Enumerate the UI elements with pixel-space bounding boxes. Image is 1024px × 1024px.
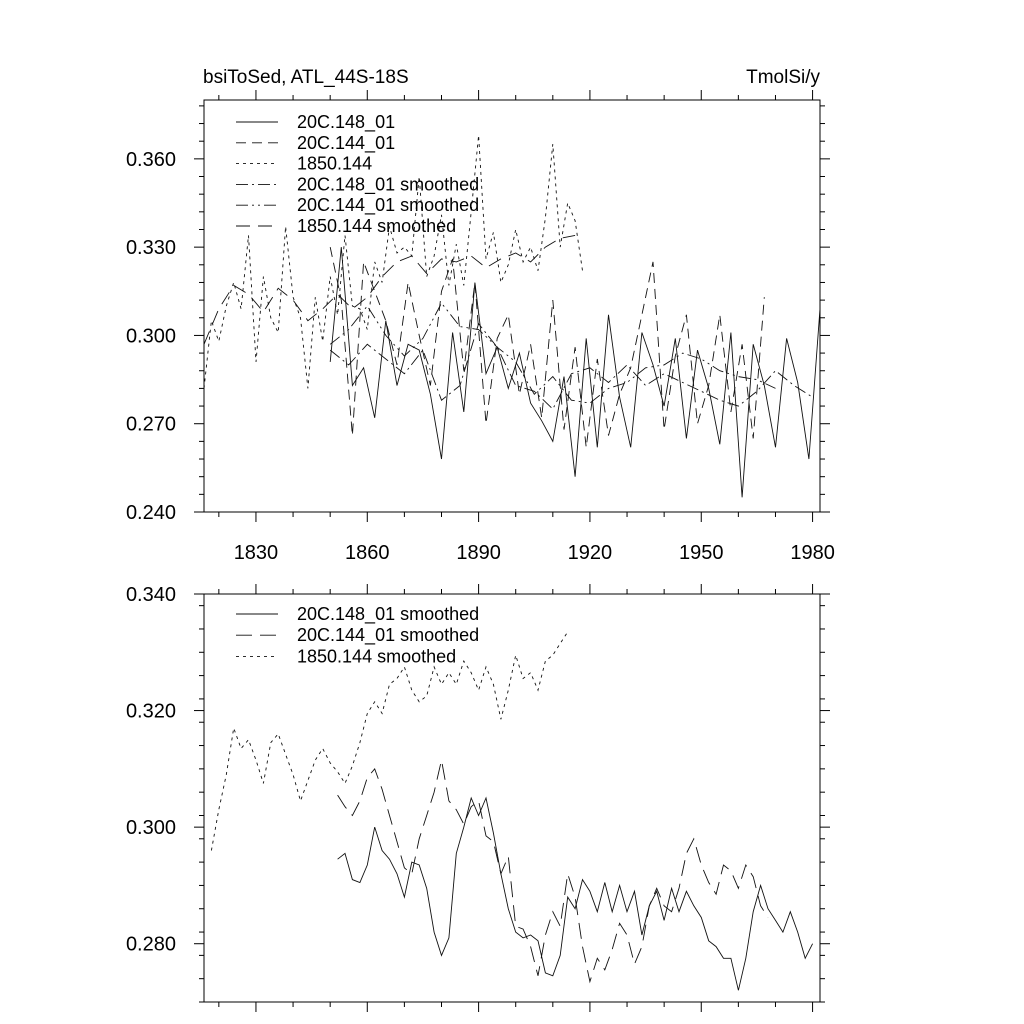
p0-series-line-2: [203, 135, 583, 389]
p1-series-line-0: [337, 796, 814, 991]
p1-ytick-label-3: 0.340: [126, 584, 176, 606]
p0-legend-label-0: 20C.148_01: [297, 112, 395, 133]
p0-xtick-label-3: 1920: [568, 542, 613, 564]
p1-legend-label-2: 1850.144 smoothed: [297, 646, 456, 666]
p0-series-line-1: [329, 247, 765, 448]
top-panel-frame: [203, 99, 821, 513]
p0-xtick-label-0: 1830: [234, 542, 279, 564]
p0-series-line-0: [329, 247, 821, 498]
p0-series-line-4: [329, 302, 776, 404]
top-panel-title-right: TmolSi/y: [746, 67, 820, 88]
p1-legend-label-1: 20C.144_01 smoothed: [297, 625, 479, 646]
p0-ytick-label-2: 0.300: [126, 325, 176, 347]
bottom-panel-series-layer: [210, 631, 814, 991]
p0-legend-label-4: 20C.144_01 smoothed: [297, 195, 479, 216]
p0-series-line-3: [329, 322, 813, 410]
p0-legend-label-3: 20C.148_01 smoothed: [297, 174, 479, 195]
p0-xtick-label-1: 1860: [345, 542, 390, 564]
p0-ytick-label-3: 0.330: [126, 237, 176, 259]
p0-xtick-label-4: 1950: [679, 542, 724, 564]
bottom-panel-frame: [203, 593, 821, 1003]
p0-ytick-label-0: 0.240: [126, 502, 176, 524]
p1-ytick-label-2: 0.320: [126, 701, 176, 723]
p0-xtick-label-5: 1980: [790, 542, 835, 564]
p1-ytick-label-1: 0.300: [126, 817, 176, 839]
top-panel-axes: 1830 1860 1890 1920 1950 1980 0.240 0.270 0.300 0…: [126, 90, 835, 564]
top-panel-series-layer: [203, 135, 821, 498]
top-panel: bsiToSed, ATL_44S-18S TmolSi/y 1830 1860 1…: [126, 67, 835, 564]
p0-series-line-5: [203, 234, 576, 345]
p0-xtick-label-2: 1890: [456, 542, 501, 564]
p0-legend-label-2: 1850.144: [297, 154, 372, 174]
p0-legend-label-1: 20C.144_01: [297, 133, 395, 154]
top-panel-title-left: bsiToSed, ATL_44S-18S: [203, 67, 409, 88]
p0-ytick-label-4: 0.360: [126, 149, 176, 171]
p1-legend-label-0: 20C.148_01 smoothed: [297, 604, 479, 625]
p1-series-line-1: [337, 759, 769, 984]
p0-ytick-label-1: 0.270: [126, 414, 176, 436]
p1-ytick-label-0: 0.280: [126, 934, 176, 956]
p0-legend-label-5: 1850.144 smoothed: [297, 216, 456, 236]
bottom-panel-axes: 0.280 0.300 0.320 0.340: [126, 584, 830, 1012]
bottom-panel: 0.280 0.300 0.320 0.340 20C.148_01 smoothed…: [126, 584, 830, 1012]
p1-series-line-2: [210, 631, 569, 851]
